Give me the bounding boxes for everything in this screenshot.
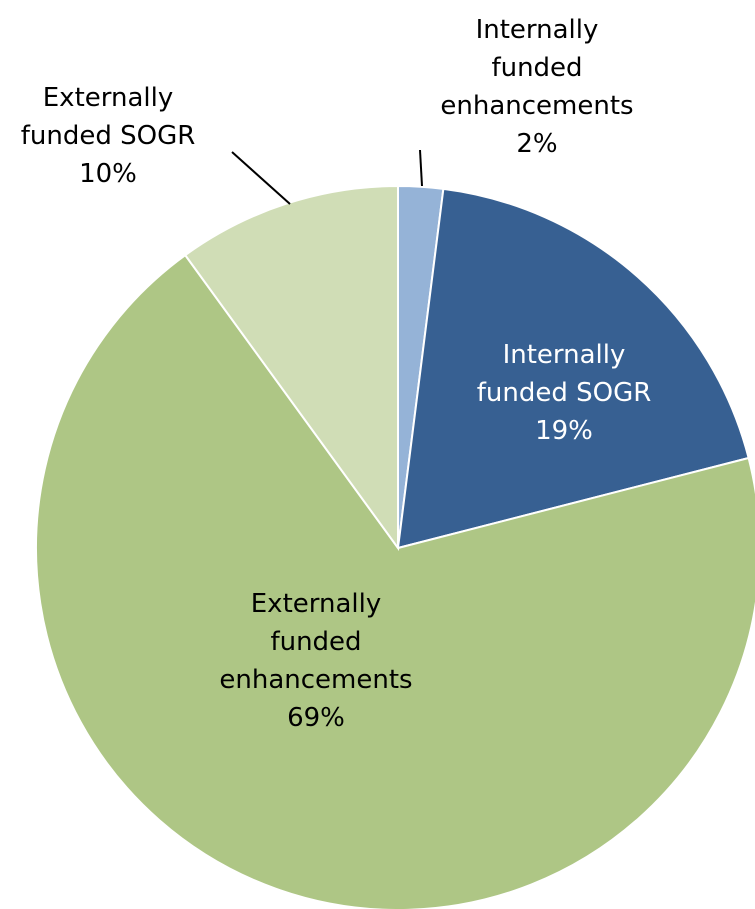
leader-line <box>419 149 423 187</box>
data-label: Externally funded enhancements 69% <box>219 589 412 733</box>
pie-slice <box>35 253 755 909</box>
data-label: Externally funded SOGR 10% <box>21 83 196 189</box>
pie-slice <box>183 184 399 552</box>
data-label: Internally funded SOGR 19% <box>477 340 652 446</box>
leader-line <box>231 151 291 205</box>
data-label: Internally funded enhancements 2% <box>440 15 633 159</box>
pie-slices <box>35 184 755 909</box>
pie-slice <box>396 187 750 550</box>
